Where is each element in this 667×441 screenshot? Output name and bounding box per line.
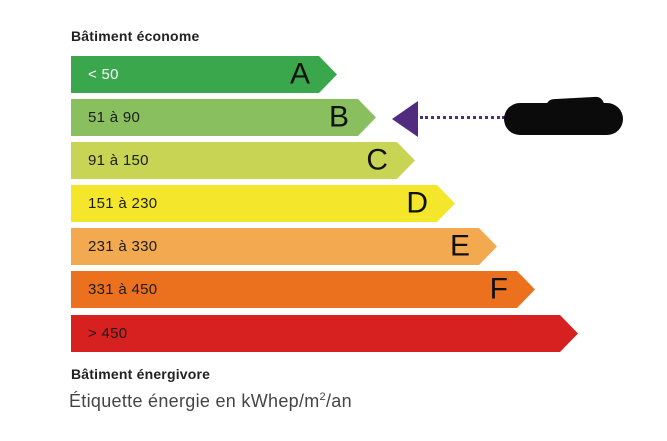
rating-arrow-icon xyxy=(392,101,418,137)
dotted-connector-line xyxy=(420,116,505,119)
chart-caption: Étiquette énergie en kWhep/m2/an xyxy=(69,391,352,412)
band-f-letter: F xyxy=(489,271,508,305)
band-a-range-label: < 50 xyxy=(88,66,119,83)
band-e-range-label: 231 à 330 xyxy=(88,238,158,255)
band-f-range-label: 331 à 450 xyxy=(88,281,158,298)
caption-text: Étiquette énergie en kWhep/m xyxy=(69,391,320,411)
energy-band-e: 231 à 330 E xyxy=(71,228,497,265)
energy-band-a: < 50 A xyxy=(71,56,337,93)
band-d-letter: D xyxy=(406,185,428,219)
band-b-letter: B xyxy=(328,99,349,133)
band-c-letter: C xyxy=(366,142,388,176)
band-e-letter: E xyxy=(449,228,470,262)
band-b-range-label: 51 à 90 xyxy=(88,109,141,126)
band-d-range-label: 151 à 230 xyxy=(88,195,158,212)
energy-band-c: 91 à 150 C xyxy=(71,142,415,179)
economical-building-label: Bâtiment économe xyxy=(71,28,200,44)
band-a-letter: A xyxy=(289,56,310,90)
energy-band-b: 51 à 90 B xyxy=(71,99,376,136)
redacted-value-blob xyxy=(504,103,623,135)
band-c-range-label: 91 à 150 xyxy=(88,152,149,169)
band-g-range-label: > 450 xyxy=(88,325,128,342)
energy-band-f: 331 à 450 F xyxy=(71,271,535,308)
energy-band-g: > 450 xyxy=(71,315,578,352)
caption-suffix: /an xyxy=(325,391,352,411)
caption-superscript: 2 xyxy=(319,391,326,403)
energy-intensive-building-label: Bâtiment énergivore xyxy=(71,366,211,382)
energy-band-d: 151 à 230 D xyxy=(71,185,455,222)
